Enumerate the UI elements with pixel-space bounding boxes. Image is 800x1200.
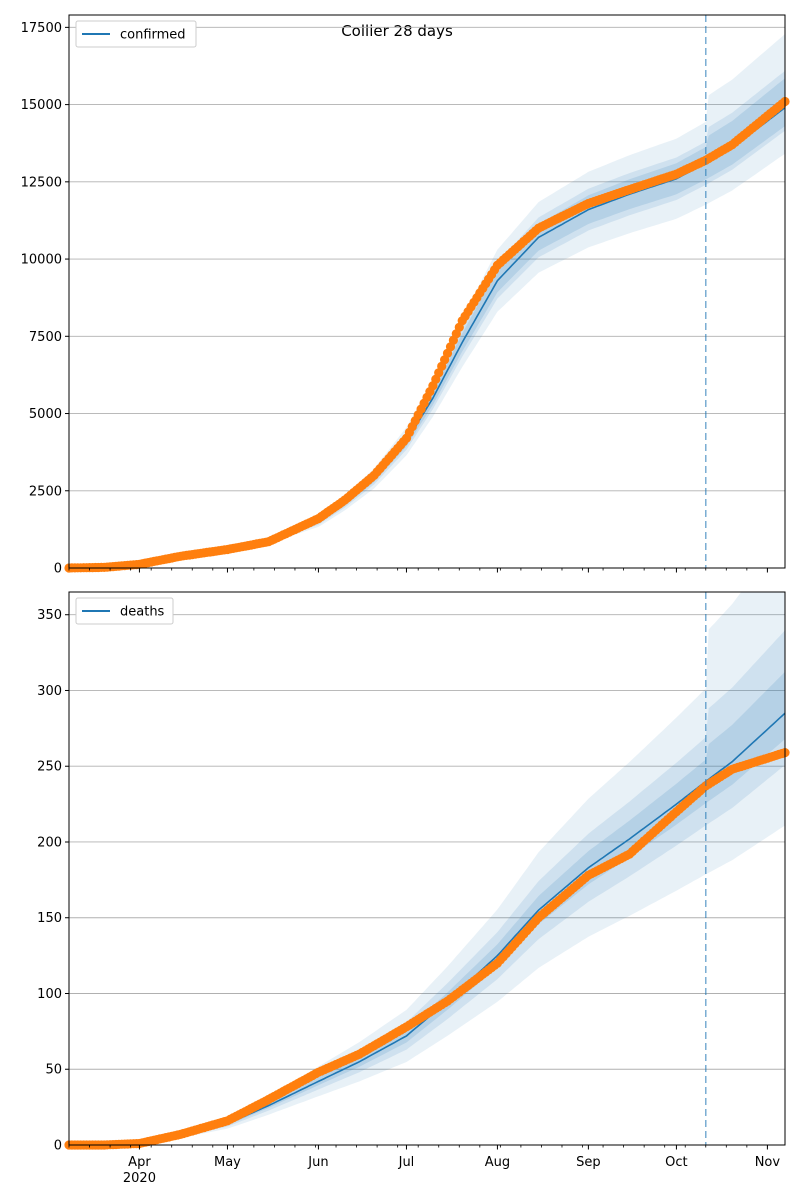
confirmed-y-tick-label: 17500 — [21, 21, 62, 36]
deaths-y-tick-label: 200 — [37, 835, 62, 850]
x-tick-year-label: 2020 — [123, 1171, 156, 1186]
deaths-y-tick-label: 50 — [45, 1063, 62, 1078]
deaths-plot-area — [64, 591, 790, 1150]
confirmed-y-tick-label: 0 — [54, 562, 62, 577]
deaths-y-tick-label: 250 — [37, 760, 62, 775]
confirmed-y-tick-label: 7500 — [29, 330, 62, 345]
x-tick-label-sep: Sep — [576, 1155, 601, 1170]
confirmed-y-tick-label: 15000 — [21, 98, 62, 113]
figure-title: Collier 28 days — [341, 22, 453, 40]
confirmed-observed-points — [64, 96, 790, 573]
deaths-y-ticks: 0 50 100 150 200 250 300 350 — [37, 608, 69, 1154]
deaths-y-tick-label: 150 — [37, 911, 62, 926]
x-tick-label-oct: Oct — [665, 1155, 687, 1170]
confirmed-axes-frame — [68, 14, 786, 569]
x-tick-label-may: May — [214, 1155, 241, 1170]
confirmed-legend: confirmed — [75, 20, 197, 48]
confirmed-x-ticks — [68, 568, 768, 573]
deaths-legend-box — [75, 597, 174, 625]
deaths-y-tick-label: 350 — [37, 608, 62, 623]
x-tick-label-jun: Jun — [307, 1155, 328, 1170]
confirmed-y-tick-label: 2500 — [29, 484, 62, 499]
deaths-observed-points — [64, 748, 790, 1150]
confirmed-y-tick-label: 10000 — [21, 253, 62, 268]
x-tick-label-nov: Nov — [755, 1155, 781, 1170]
deaths-axes-frame — [68, 591, 786, 1146]
deaths-band-outer — [69, 592, 785, 1145]
x-tick-label-apr: Apr — [128, 1155, 151, 1170]
deaths-y-tick-label: 100 — [37, 987, 62, 1002]
confirmed-band-outer — [69, 34, 785, 568]
deaths-y-tick-label: 0 — [54, 1139, 62, 1154]
confirmed-panel: 0 2500 5000 7500 10000 12500 15000 17500 confir… — [21, 14, 790, 577]
x-tick-label-jul: Jul — [398, 1155, 415, 1170]
deaths-legend: deaths — [75, 597, 174, 625]
confirmed-y-tick-label: 12500 — [21, 175, 62, 190]
confirmed-y-ticks: 0 2500 5000 7500 10000 12500 15000 17500 — [21, 21, 69, 577]
confirmed-y-tick-label: 5000 — [29, 407, 62, 422]
confirmed-legend-label: confirmed — [120, 28, 186, 43]
deaths-legend-label: deaths — [120, 605, 165, 620]
confirmed-plot-area — [64, 14, 790, 573]
confirmed-legend-box — [75, 20, 197, 48]
deaths-y-tick-label: 300 — [37, 684, 62, 699]
x-tick-label-aug: Aug — [485, 1155, 510, 1170]
